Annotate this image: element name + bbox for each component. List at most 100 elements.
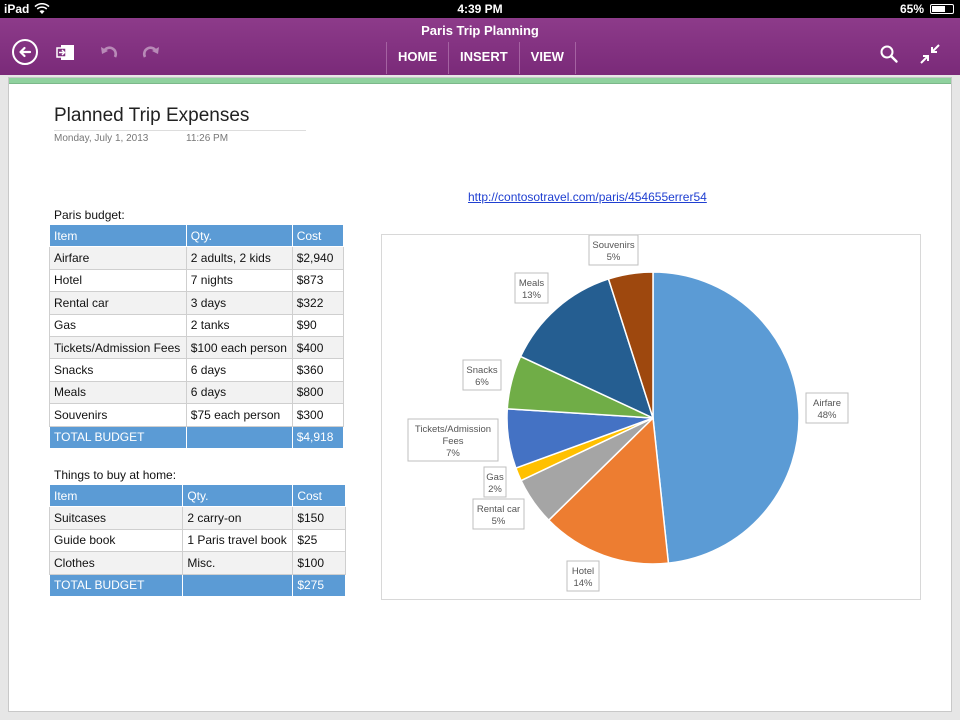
cell-cost[interactable]: $2,940 (291, 246, 345, 270)
expenses-pie-chart[interactable]: Airfare 48% Hotel 14% Rental car 5% Gas 2% Ticke… (381, 234, 921, 600)
undo-icon[interactable] (98, 42, 120, 62)
battery-level (932, 6, 945, 12)
cell-item[interactable]: Souvenirs (49, 403, 187, 427)
pie-slice-meals[interactable] (519, 278, 655, 420)
cell-qty[interactable]: 3 days (185, 291, 293, 315)
cell-item[interactable]: Clothes (48, 551, 184, 575)
cell-item[interactable]: Airfare (49, 246, 187, 270)
cell-item[interactable]: Hotel (49, 268, 187, 293)
cell-item[interactable]: Meals (49, 380, 187, 405)
cell-qty[interactable]: 7 nights (185, 268, 293, 293)
home-items-table[interactable]: Item Qty. Cost Suitcases 2 carry-on $150 Gu… (48, 483, 346, 597)
tab-home[interactable]: HOME (386, 42, 448, 74)
clock: 4:39 PM (457, 2, 503, 16)
cell-cost[interactable]: $90 (291, 313, 345, 337)
total-row: TOTAL BUDGET $275 (48, 573, 346, 597)
home-items-caption[interactable]: Things to buy at home: (54, 468, 177, 482)
pie-slice-souvenirs[interactable] (607, 271, 654, 419)
cell-item[interactable]: Tickets/Admission Fees (49, 335, 187, 360)
cell-qty[interactable]: $75 each person (185, 403, 293, 427)
callout-box (483, 466, 507, 498)
header-cost[interactable]: Cost (291, 223, 345, 248)
table-row: Suitcases 2 carry-on $150 (48, 506, 346, 530)
slice-name-label: Gas (486, 472, 504, 483)
cell-cost[interactable]: $800 (291, 380, 345, 405)
slice-percent-label: 5% (492, 516, 506, 527)
device-name: iPad (4, 2, 30, 16)
cell-item[interactable]: Suitcases (48, 506, 184, 530)
total-cost[interactable]: $4,918 (291, 425, 345, 449)
back-button[interactable] (12, 39, 38, 65)
cell-qty[interactable]: 2 adults, 2 kids (185, 246, 293, 270)
header-item[interactable]: Item (49, 223, 187, 248)
total-cost[interactable]: $275 (292, 573, 346, 597)
slice-name-label: Meals (519, 278, 545, 289)
total-qty[interactable] (182, 573, 294, 597)
table-row: Meals 6 days $800 (49, 380, 345, 405)
cell-item[interactable]: Rental car (49, 291, 187, 315)
paris-budget-table[interactable]: Item Qty. Cost Airfare 2 adults, 2 kids $2… (49, 223, 345, 449)
slice-percent-label: 13% (522, 290, 542, 301)
table-row: Airfare 2 adults, 2 kids $2,940 (49, 246, 345, 270)
slice-name-label: Fees (442, 436, 463, 447)
cell-qty[interactable]: 1 Paris travel book (182, 528, 294, 553)
cell-qty[interactable]: 6 days (185, 380, 293, 405)
slice-name-label: Airfare (813, 398, 841, 409)
page-title[interactable]: Planned Trip Expenses (54, 105, 250, 126)
table-row: Hotel 7 nights $873 (49, 268, 345, 293)
slice-percent-label: 48% (817, 410, 837, 421)
wifi-icon (34, 3, 50, 14)
notebooks-icon[interactable] (54, 42, 76, 62)
cell-item[interactable]: Gas (49, 313, 187, 337)
page-canvas[interactable]: Planned Trip Expenses Monday, July 1, 20… (8, 77, 952, 712)
cell-item[interactable]: Snacks (49, 358, 187, 382)
cell-cost[interactable]: $400 (291, 335, 345, 360)
slice-name-label: Rental car (477, 504, 520, 515)
cell-qty[interactable]: 6 days (185, 358, 293, 382)
cell-cost[interactable]: $873 (291, 268, 345, 293)
search-icon[interactable] (879, 44, 899, 64)
header-item[interactable]: Item (48, 483, 184, 508)
cell-qty[interactable]: 2 tanks (185, 313, 293, 337)
callout-box (514, 272, 549, 304)
battery-icon (930, 4, 954, 14)
header-cost[interactable]: Cost (292, 483, 346, 508)
total-label[interactable]: TOTAL BUDGET (49, 425, 187, 449)
cell-cost[interactable]: $100 (292, 551, 346, 575)
page-time: 11:26 PM (186, 133, 229, 144)
tab-insert[interactable]: INSERT (448, 42, 519, 74)
cell-cost[interactable]: $300 (291, 403, 345, 427)
cell-cost[interactable]: $25 (292, 528, 346, 553)
table-row: Guide book 1 Paris travel book $25 (48, 528, 346, 553)
travel-link[interactable]: http://contosotravel.com/paris/454655err… (468, 190, 707, 204)
status-bar: iPad 4:39 PM 65% (0, 0, 960, 18)
pie-slice-airfare[interactable] (652, 271, 800, 565)
cell-item[interactable]: Guide book (48, 528, 184, 553)
cell-cost[interactable]: $360 (291, 358, 345, 382)
header-qty[interactable]: Qty. (182, 483, 294, 508)
title-divider (54, 130, 306, 131)
paris-budget-caption[interactable]: Paris budget: (54, 208, 125, 222)
header-qty[interactable]: Qty. (185, 223, 293, 248)
table-row: Gas 2 tanks $90 (49, 313, 345, 337)
callout-box (588, 235, 639, 266)
total-label[interactable]: TOTAL BUDGET (48, 573, 184, 597)
cell-cost[interactable]: $322 (291, 291, 345, 315)
redo-icon[interactable] (140, 42, 162, 62)
tab-view[interactable]: VIEW (518, 42, 576, 74)
table-header-row: Item Qty. Cost (48, 483, 346, 508)
slice-name-label: Tickets/Admission (415, 424, 491, 435)
cell-qty[interactable]: Misc. (182, 551, 294, 575)
collapse-icon[interactable] (919, 43, 941, 65)
cell-qty[interactable]: 2 carry-on (182, 506, 294, 530)
total-qty[interactable] (185, 425, 293, 449)
page-date: Monday, July 1, 2013 (54, 133, 149, 144)
cell-cost[interactable]: $150 (292, 506, 346, 530)
pie-slice-hotel[interactable] (547, 416, 670, 565)
notebook-title: Paris Trip Planning (421, 23, 539, 38)
cell-qty[interactable]: $100 each person (185, 335, 293, 360)
